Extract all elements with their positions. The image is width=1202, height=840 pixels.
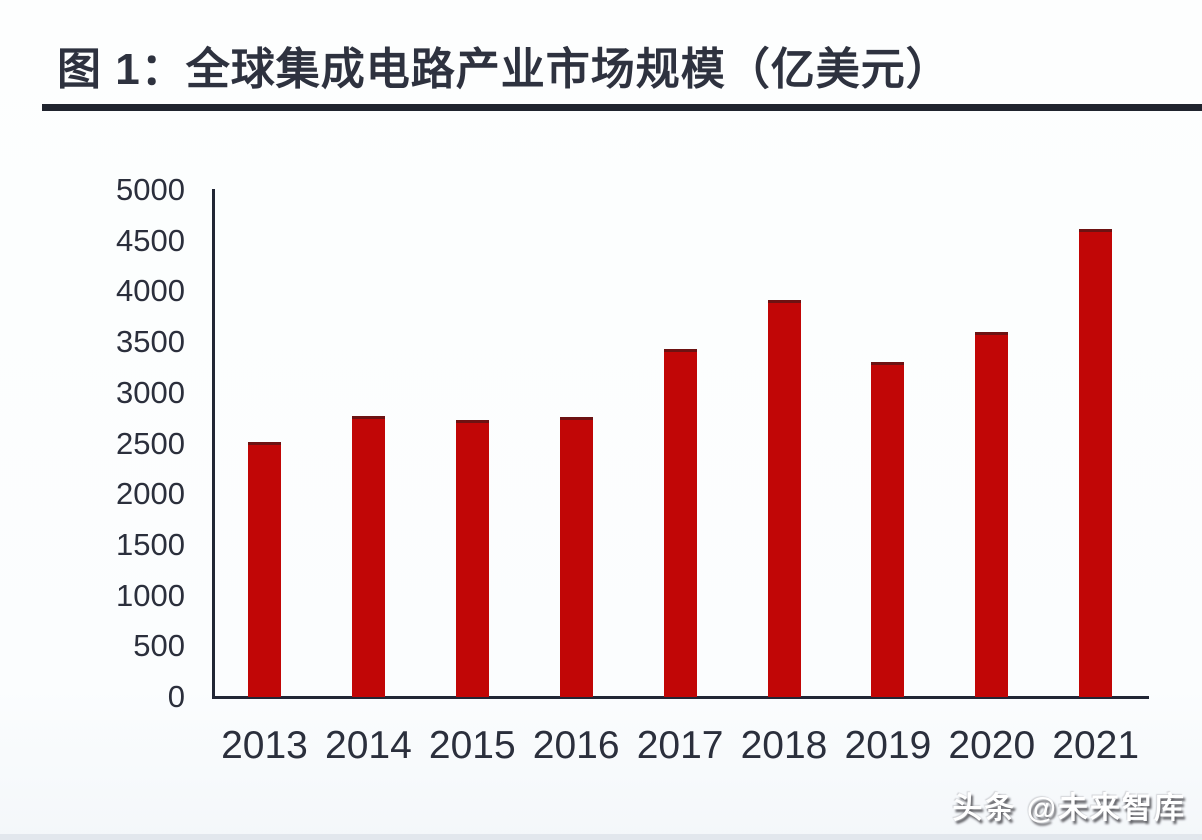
bottom-edge-band <box>0 834 1202 840</box>
bar-2015 <box>455 420 489 697</box>
bar-2019 <box>871 362 905 697</box>
y-axis-tick-label-1000: 1000 <box>116 577 185 613</box>
bar-2013 <box>248 442 281 697</box>
x-axis-label-2013: 2013 <box>221 724 308 767</box>
x-axis-label-2020: 2020 <box>948 724 1036 767</box>
bar-2014 <box>351 416 385 697</box>
x-axis-label-2014: 2014 <box>325 724 412 767</box>
y-axis-tick-label-4500: 4500 <box>116 222 185 258</box>
bar-2020 <box>975 331 1009 697</box>
x-axis-label-2019: 2019 <box>844 724 932 767</box>
title-underline-rule <box>42 104 1202 111</box>
bar-2021 <box>1079 228 1113 697</box>
x-axis-label-2021: 2021 <box>1052 724 1140 767</box>
y-axis-tick-label-4000: 4000 <box>116 273 185 309</box>
x-axis-label-2015: 2015 <box>428 724 516 767</box>
x-axis-label-2018: 2018 <box>740 724 828 767</box>
y-axis-tick-label-3000: 3000 <box>116 374 185 410</box>
bar-2018 <box>767 299 801 697</box>
y-axis-tick-label-2000: 2000 <box>116 476 185 512</box>
x-axis-label-2016: 2016 <box>532 724 620 767</box>
y-axis-tick-label-3500: 3500 <box>116 324 185 360</box>
bar-2016 <box>559 417 593 697</box>
y-axis-tick-label-500: 500 <box>133 628 185 664</box>
watermark-text: 头条 @未来智库 <box>952 792 1186 825</box>
x-axis-label-2017: 2017 <box>636 724 724 767</box>
y-axis-tick-label-0: 0 <box>167 679 185 714</box>
bar-2017 <box>663 349 697 697</box>
y-axis-tick-label-5000: 5000 <box>116 172 185 207</box>
y-axis-line <box>212 189 215 699</box>
x-axis-line <box>212 696 1149 699</box>
chart-title: 图 1：全球集成电路产业市场规模（亿美元） <box>57 45 951 94</box>
y-axis-tick-label-2500: 2500 <box>116 425 185 461</box>
y-axis-tick-label-1500: 1500 <box>116 526 185 562</box>
